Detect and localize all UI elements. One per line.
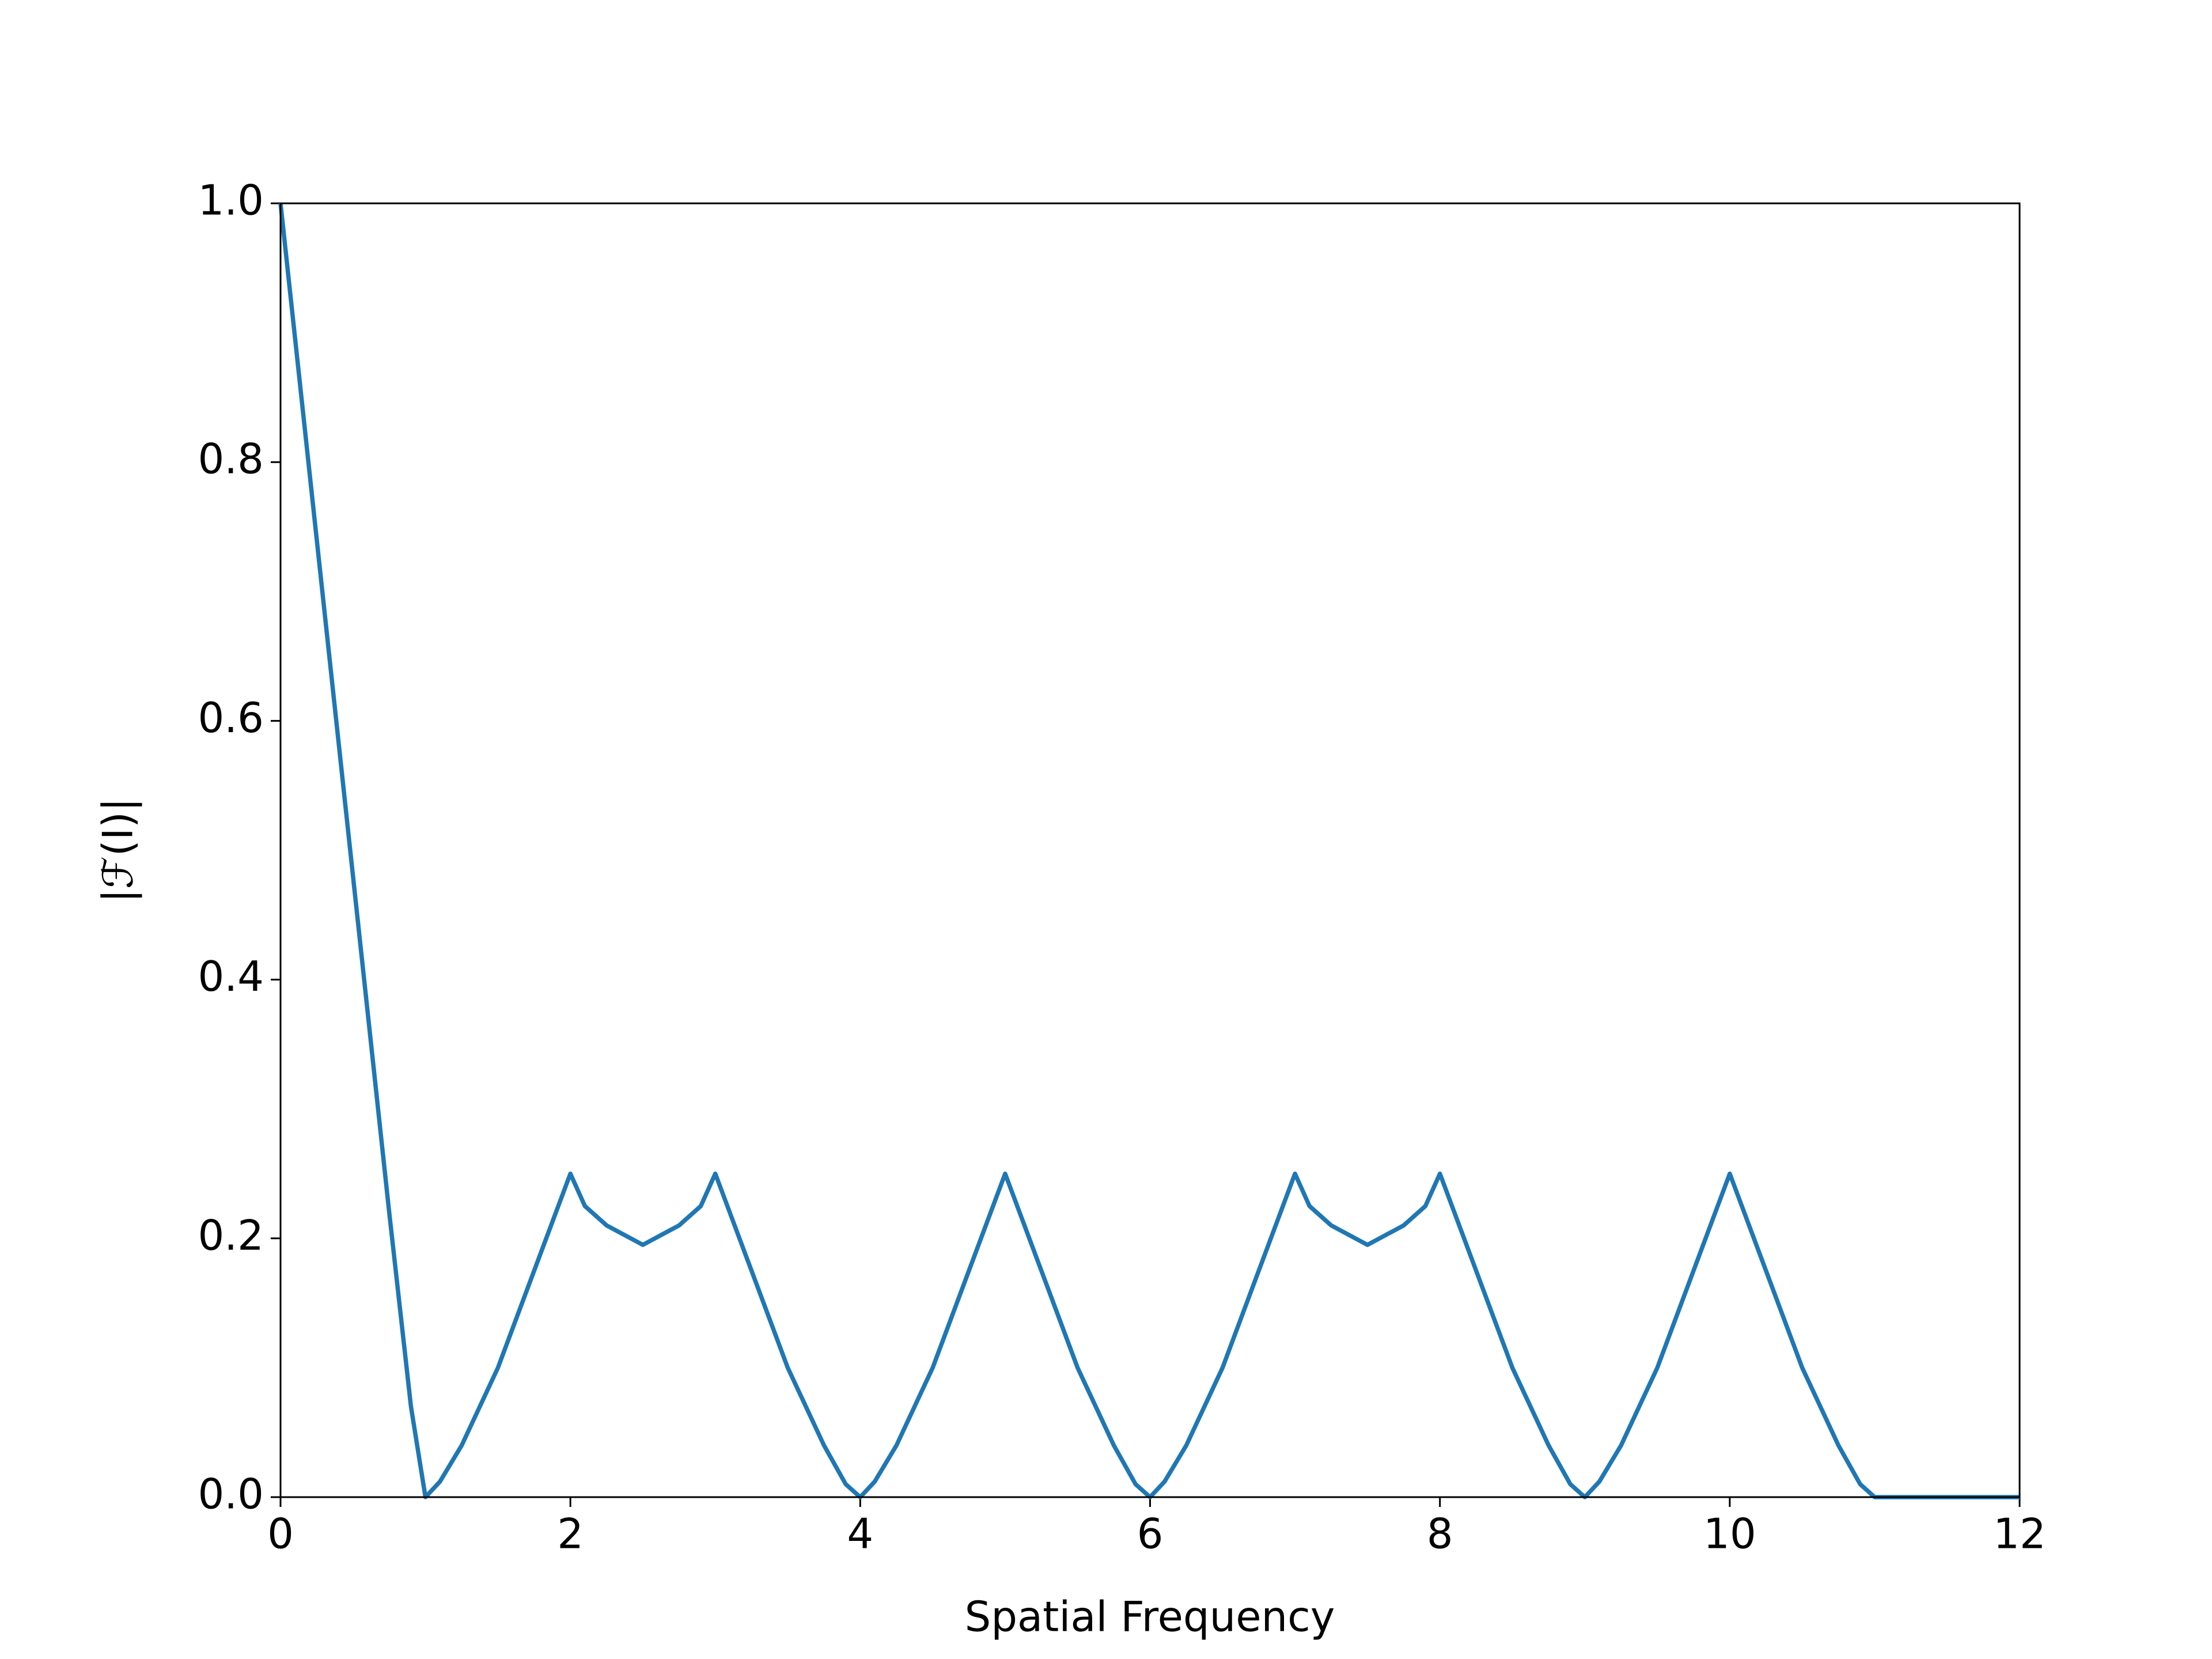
x-tick-label: 8 [1427, 1510, 1453, 1558]
x-tick-label: 10 [1703, 1510, 1756, 1558]
plot-frame [279, 202, 2021, 1498]
x-tick-label: 6 [1137, 1510, 1164, 1558]
x-tick-label: 0 [267, 1510, 294, 1558]
y-tick-label: 0.8 [198, 435, 264, 483]
x-tick-label: 2 [557, 1510, 584, 1558]
y-tick-label: 1.0 [198, 176, 264, 225]
y-tick-label: 0.4 [198, 952, 264, 1001]
x-tick-label: 12 [1993, 1510, 2046, 1558]
x-tick-label: 4 [847, 1510, 873, 1558]
y-tick-label: 0.6 [198, 694, 264, 742]
x-axis-label: Spatial Frequency [965, 1593, 1335, 1641]
line [278, 203, 2020, 1499]
y-tick-label: 0.0 [198, 1470, 264, 1518]
y-tick-label: 0.2 [198, 1211, 264, 1259]
y-axis-label: |ℱ(I)| [94, 798, 143, 903]
